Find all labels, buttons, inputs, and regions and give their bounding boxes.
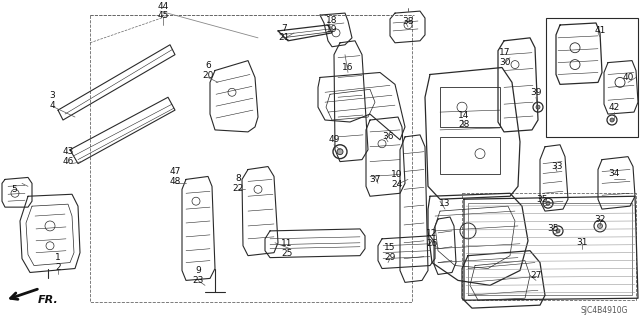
Text: 11
25: 11 25	[281, 239, 292, 258]
Bar	[468, 203, 632, 295]
Text: 6
20: 6 20	[202, 61, 214, 80]
Bar	[462, 193, 636, 300]
Bar	[90, 15, 412, 302]
Bar	[440, 87, 500, 127]
Text: 10
24: 10 24	[391, 170, 403, 189]
Circle shape	[546, 201, 550, 205]
Text: 42: 42	[609, 103, 620, 112]
Text: 12
26: 12 26	[426, 229, 438, 248]
Text: 49: 49	[328, 135, 340, 144]
Text: 17
30: 17 30	[499, 48, 511, 67]
Text: 37: 37	[369, 175, 381, 184]
Text: 18
19: 18 19	[326, 16, 338, 34]
Text: 32: 32	[595, 214, 605, 223]
Circle shape	[556, 229, 560, 233]
Text: 41: 41	[595, 27, 605, 36]
Text: 47
48: 47 48	[170, 167, 180, 186]
Circle shape	[536, 105, 540, 109]
Text: 39: 39	[531, 88, 541, 97]
Text: 38: 38	[403, 17, 413, 26]
Text: 35: 35	[547, 224, 559, 233]
Text: 7
21: 7 21	[278, 24, 290, 42]
Circle shape	[610, 118, 614, 122]
Text: 13: 13	[439, 199, 451, 208]
Text: 36: 36	[382, 132, 394, 141]
Bar	[546, 18, 638, 137]
Text: 9
23: 9 23	[192, 266, 204, 285]
Text: 5: 5	[11, 185, 17, 194]
Text: 43
46: 43 46	[62, 147, 74, 166]
Text: 8
22: 8 22	[232, 174, 244, 193]
Text: 35: 35	[536, 195, 548, 204]
Bar	[440, 137, 500, 174]
Text: 34: 34	[608, 169, 620, 178]
Text: 16: 16	[342, 63, 354, 72]
Text: 27: 27	[531, 271, 541, 280]
Text: FR.: FR.	[38, 295, 59, 305]
Text: SJC4B4910G: SJC4B4910G	[580, 306, 628, 315]
Text: 1
2: 1 2	[55, 253, 61, 272]
Text: 40: 40	[622, 73, 634, 82]
Text: 15
29: 15 29	[384, 243, 396, 262]
Circle shape	[337, 149, 343, 155]
Text: 44
45: 44 45	[157, 2, 169, 20]
Text: 3
4: 3 4	[49, 91, 55, 109]
Text: 31: 31	[576, 238, 588, 247]
Text: 14
28: 14 28	[458, 111, 470, 129]
Circle shape	[598, 223, 602, 228]
Text: 33: 33	[551, 162, 563, 171]
